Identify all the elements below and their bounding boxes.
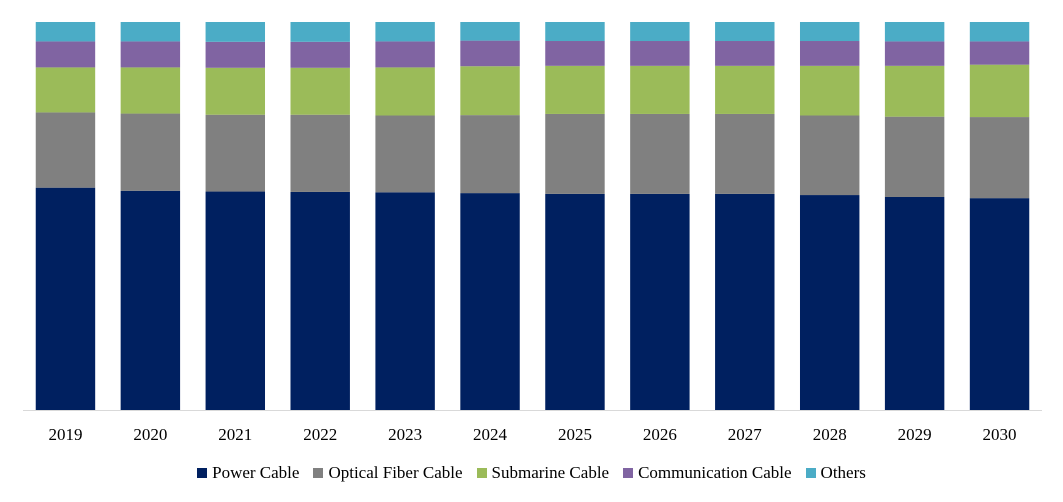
bar-segment-optical-fiber-cable-2024: [460, 115, 520, 194]
bar-segment-others-2020: [120, 22, 181, 42]
bar-segment-power-cable-2024: [460, 193, 520, 410]
bar-segment-others-2023: [375, 22, 435, 42]
bar-segment-optical-fiber-cable-2027: [715, 113, 775, 194]
bar-segment-submarine-cable-2027: [715, 65, 775, 114]
bar-segment-power-cable-2021: [205, 191, 266, 410]
bar-segment-others-2022: [290, 22, 350, 42]
legend-swatch-others: [805, 468, 816, 478]
bar-segment-power-cable-2029: [884, 196, 945, 410]
legend-label-submarine-cable: Submarine Cable: [491, 463, 610, 482]
bar-segment-submarine-cable-2029: [884, 65, 945, 117]
bar-segment-others-2030: [969, 22, 1030, 42]
bar-segment-optical-fiber-cable-2029: [884, 116, 945, 197]
bar-segment-others-2028: [799, 22, 860, 42]
bar-segment-others-2026: [630, 22, 690, 42]
x-tick-label-2024: 2024: [473, 425, 508, 444]
bar-segment-submarine-cable-2024: [460, 66, 520, 116]
legend-swatch-power-cable: [197, 468, 208, 478]
stacked-bar-chart: 2019 2020 2021 2022 2023 2024 2025 2026 2027 2028…: [23, 22, 1042, 444]
bar-segment-others-2021: [205, 22, 266, 42]
bar-segment-communication-cable-2028: [799, 41, 860, 66]
bar-segment-power-cable-2020: [120, 190, 181, 410]
x-tick-label-2029: 2029: [898, 425, 932, 444]
x-tick-label-2021: 2021: [218, 425, 252, 444]
bar-segment-optical-fiber-cable-2025: [545, 113, 605, 194]
legend-label-others: Others: [820, 463, 866, 482]
bar-segment-others-2029: [884, 22, 945, 42]
x-tick-label-2028: 2028: [813, 425, 847, 444]
bar-segment-communication-cable-2021: [205, 41, 266, 68]
bar-segment-communication-cable-2024: [460, 40, 520, 67]
bar-segment-others-2019: [35, 22, 96, 42]
x-tick-labels: 2019 2020 2021 2022 2023 2024 2025 2026 2027 2028…: [48, 425, 1016, 444]
bar-segment-others-2024: [460, 22, 520, 41]
legend-item-submarine-cable: Submarine Cable: [476, 463, 610, 483]
bar-segment-submarine-cable-2030: [969, 64, 1030, 118]
legend-swatch-communication-cable: [623, 468, 634, 478]
x-tick-label-2023: 2023: [388, 425, 422, 444]
legend-item-power-cable: Power Cable: [197, 463, 299, 483]
bar-segment-power-cable-2022: [290, 191, 350, 410]
x-tick-label-2025: 2025: [558, 425, 592, 444]
bar-segment-optical-fiber-cable-2023: [375, 115, 435, 193]
bar-segment-communication-cable-2029: [884, 41, 945, 66]
bar-segment-power-cable-2026: [630, 193, 690, 410]
bar-segment-power-cable-2030: [969, 198, 1030, 410]
bar-segment-submarine-cable-2025: [545, 65, 605, 114]
legend-item-communication-cable: Communication Cable: [623, 463, 792, 483]
bar-segment-communication-cable-2023: [375, 41, 435, 68]
bars-group: [35, 22, 1030, 410]
bar-segment-submarine-cable-2028: [799, 65, 860, 116]
bar-segment-communication-cable-2020: [120, 41, 181, 68]
bar-segment-communication-cable-2022: [290, 41, 350, 68]
bar-segment-optical-fiber-cable-2020: [120, 113, 181, 191]
legend-item-others: Others: [805, 463, 866, 483]
x-tick-label-2020: 2020: [133, 425, 167, 444]
bar-segment-communication-cable-2030: [969, 41, 1030, 65]
bar-segment-power-cable-2019: [35, 187, 96, 410]
bar-segment-communication-cable-2026: [630, 41, 690, 66]
bar-segment-power-cable-2027: [715, 193, 775, 410]
legend-label-communication-cable: Communication Cable: [638, 463, 792, 482]
legend-swatch-optical-fiber-cable: [313, 468, 324, 478]
bar-segment-submarine-cable-2021: [205, 67, 266, 115]
bar-segment-submarine-cable-2026: [630, 65, 690, 114]
bar-segment-submarine-cable-2020: [120, 67, 181, 114]
bar-segment-communication-cable-2025: [545, 41, 605, 66]
bar-segment-optical-fiber-cable-2019: [35, 112, 96, 188]
bar-segment-optical-fiber-cable-2030: [969, 117, 1030, 199]
bar-segment-power-cable-2025: [545, 193, 605, 410]
legend-item-optical-fiber-cable: Optical Fiber Cable: [313, 463, 463, 483]
bar-segment-submarine-cable-2019: [35, 67, 96, 113]
bar-segment-communication-cable-2027: [715, 41, 775, 66]
x-tick-label-2022: 2022: [303, 425, 337, 444]
legend: Power Cable Optical Fiber Cable Submarine …: [0, 458, 1063, 488]
x-tick-label-2027: 2027: [728, 425, 763, 444]
bar-segment-power-cable-2028: [799, 195, 860, 410]
legend-label-power-cable: Power Cable: [212, 463, 300, 482]
x-tick-label-2030: 2030: [983, 425, 1017, 444]
bar-segment-optical-fiber-cable-2022: [290, 114, 350, 192]
bar-segment-power-cable-2023: [375, 192, 435, 410]
legend-label-optical-fiber-cable: Optical Fiber Cable: [328, 463, 463, 482]
bar-segment-others-2025: [545, 22, 605, 42]
legend-swatch-submarine-cable: [476, 468, 487, 478]
bar-segment-optical-fiber-cable-2028: [799, 115, 860, 196]
bar-segment-submarine-cable-2022: [290, 67, 350, 115]
x-tick-label-2019: 2019: [48, 425, 82, 444]
bar-segment-others-2027: [715, 22, 775, 42]
x-tick-label-2026: 2026: [643, 425, 677, 444]
bar-segment-optical-fiber-cable-2021: [205, 114, 266, 192]
bar-segment-submarine-cable-2023: [375, 67, 435, 116]
bar-segment-communication-cable-2019: [35, 41, 96, 68]
bar-segment-optical-fiber-cable-2026: [630, 113, 690, 194]
